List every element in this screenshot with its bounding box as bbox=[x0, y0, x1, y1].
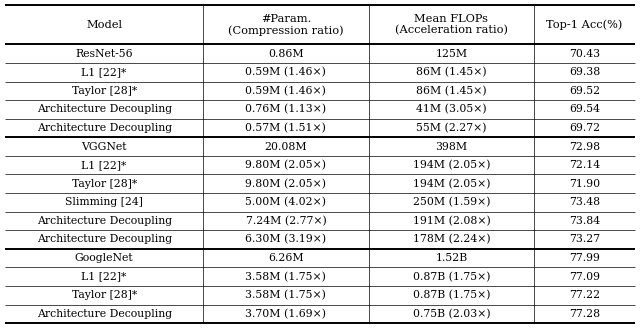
Text: 70.43: 70.43 bbox=[569, 49, 600, 59]
Text: 0.59M (1.46×): 0.59M (1.46×) bbox=[246, 86, 326, 96]
Text: 9.80M (2.05×): 9.80M (2.05×) bbox=[245, 179, 326, 189]
Text: 250M (1.59×): 250M (1.59×) bbox=[413, 197, 490, 208]
Text: 398M: 398M bbox=[435, 142, 468, 152]
Text: L1 [22]*: L1 [22]* bbox=[81, 67, 127, 77]
Text: 3.58M (1.75×): 3.58M (1.75×) bbox=[246, 272, 326, 282]
Text: Architecture Decoupling: Architecture Decoupling bbox=[36, 235, 172, 244]
Text: 191M (2.08×): 191M (2.08×) bbox=[413, 216, 490, 226]
Text: #Param.
(Compression ratio): #Param. (Compression ratio) bbox=[228, 13, 344, 36]
Text: 86M (1.45×): 86M (1.45×) bbox=[416, 86, 487, 96]
Text: 3.70M (1.69×): 3.70M (1.69×) bbox=[245, 309, 326, 319]
Text: 0.87B (1.75×): 0.87B (1.75×) bbox=[413, 290, 490, 300]
Text: 41M (3.05×): 41M (3.05×) bbox=[416, 104, 487, 115]
Text: L1 [22]*: L1 [22]* bbox=[81, 272, 127, 282]
Text: 72.98: 72.98 bbox=[569, 142, 600, 152]
Text: 20.08M: 20.08M bbox=[264, 142, 307, 152]
Text: 69.54: 69.54 bbox=[569, 105, 600, 114]
Text: 0.87B (1.75×): 0.87B (1.75×) bbox=[413, 272, 490, 282]
Text: Architecture Decoupling: Architecture Decoupling bbox=[36, 123, 172, 133]
Text: 77.28: 77.28 bbox=[569, 309, 600, 319]
Text: Taylor [28]*: Taylor [28]* bbox=[72, 290, 137, 300]
Text: GoogleNet: GoogleNet bbox=[75, 253, 134, 263]
Text: VGGNet: VGGNet bbox=[81, 142, 127, 152]
Text: 55M (2.27×): 55M (2.27×) bbox=[416, 123, 487, 133]
Text: 178M (2.24×): 178M (2.24×) bbox=[413, 234, 490, 245]
Text: ResNet-56: ResNet-56 bbox=[76, 49, 133, 59]
Text: 3.58M (1.75×): 3.58M (1.75×) bbox=[246, 290, 326, 300]
Text: 69.72: 69.72 bbox=[569, 123, 600, 133]
Text: 73.84: 73.84 bbox=[569, 216, 600, 226]
Text: 125M: 125M bbox=[435, 49, 468, 59]
Text: 69.52: 69.52 bbox=[569, 86, 600, 96]
Text: 73.27: 73.27 bbox=[569, 235, 600, 244]
Text: 69.38: 69.38 bbox=[569, 67, 600, 77]
Text: 73.48: 73.48 bbox=[569, 197, 600, 207]
Text: 0.57M (1.51×): 0.57M (1.51×) bbox=[246, 123, 326, 133]
Text: Architecture Decoupling: Architecture Decoupling bbox=[36, 105, 172, 114]
Text: 7.24M (2.77×): 7.24M (2.77×) bbox=[246, 216, 326, 226]
Text: 71.90: 71.90 bbox=[569, 179, 600, 189]
Text: 1.52B: 1.52B bbox=[435, 253, 468, 263]
Text: Taylor [28]*: Taylor [28]* bbox=[72, 179, 137, 189]
Text: L1 [22]*: L1 [22]* bbox=[81, 160, 127, 170]
Text: 77.09: 77.09 bbox=[569, 272, 600, 282]
Text: 0.59M (1.46×): 0.59M (1.46×) bbox=[246, 67, 326, 77]
Text: 6.30M (3.19×): 6.30M (3.19×) bbox=[245, 234, 326, 245]
Text: Top-1 Acc(%): Top-1 Acc(%) bbox=[547, 19, 623, 30]
Text: 194M (2.05×): 194M (2.05×) bbox=[413, 179, 490, 189]
Text: 194M (2.05×): 194M (2.05×) bbox=[413, 160, 490, 170]
Text: 0.86M: 0.86M bbox=[268, 49, 304, 59]
Text: Mean FLOPs
(Acceleration ratio): Mean FLOPs (Acceleration ratio) bbox=[395, 14, 508, 36]
Text: 0.76M (1.13×): 0.76M (1.13×) bbox=[245, 104, 326, 115]
Text: 72.14: 72.14 bbox=[569, 160, 600, 170]
Text: Slimming [24]: Slimming [24] bbox=[65, 197, 143, 207]
Text: Taylor [28]*: Taylor [28]* bbox=[72, 86, 137, 96]
Text: 77.99: 77.99 bbox=[569, 253, 600, 263]
Text: 9.80M (2.05×): 9.80M (2.05×) bbox=[245, 160, 326, 170]
Text: Architecture Decoupling: Architecture Decoupling bbox=[36, 309, 172, 319]
Text: 5.00M (4.02×): 5.00M (4.02×) bbox=[245, 197, 326, 208]
Text: 77.22: 77.22 bbox=[569, 290, 600, 300]
Text: Architecture Decoupling: Architecture Decoupling bbox=[36, 216, 172, 226]
Text: 86M (1.45×): 86M (1.45×) bbox=[416, 67, 487, 77]
Text: 6.26M: 6.26M bbox=[268, 253, 304, 263]
Text: 0.75B (2.03×): 0.75B (2.03×) bbox=[413, 309, 490, 319]
Text: Model: Model bbox=[86, 20, 122, 30]
